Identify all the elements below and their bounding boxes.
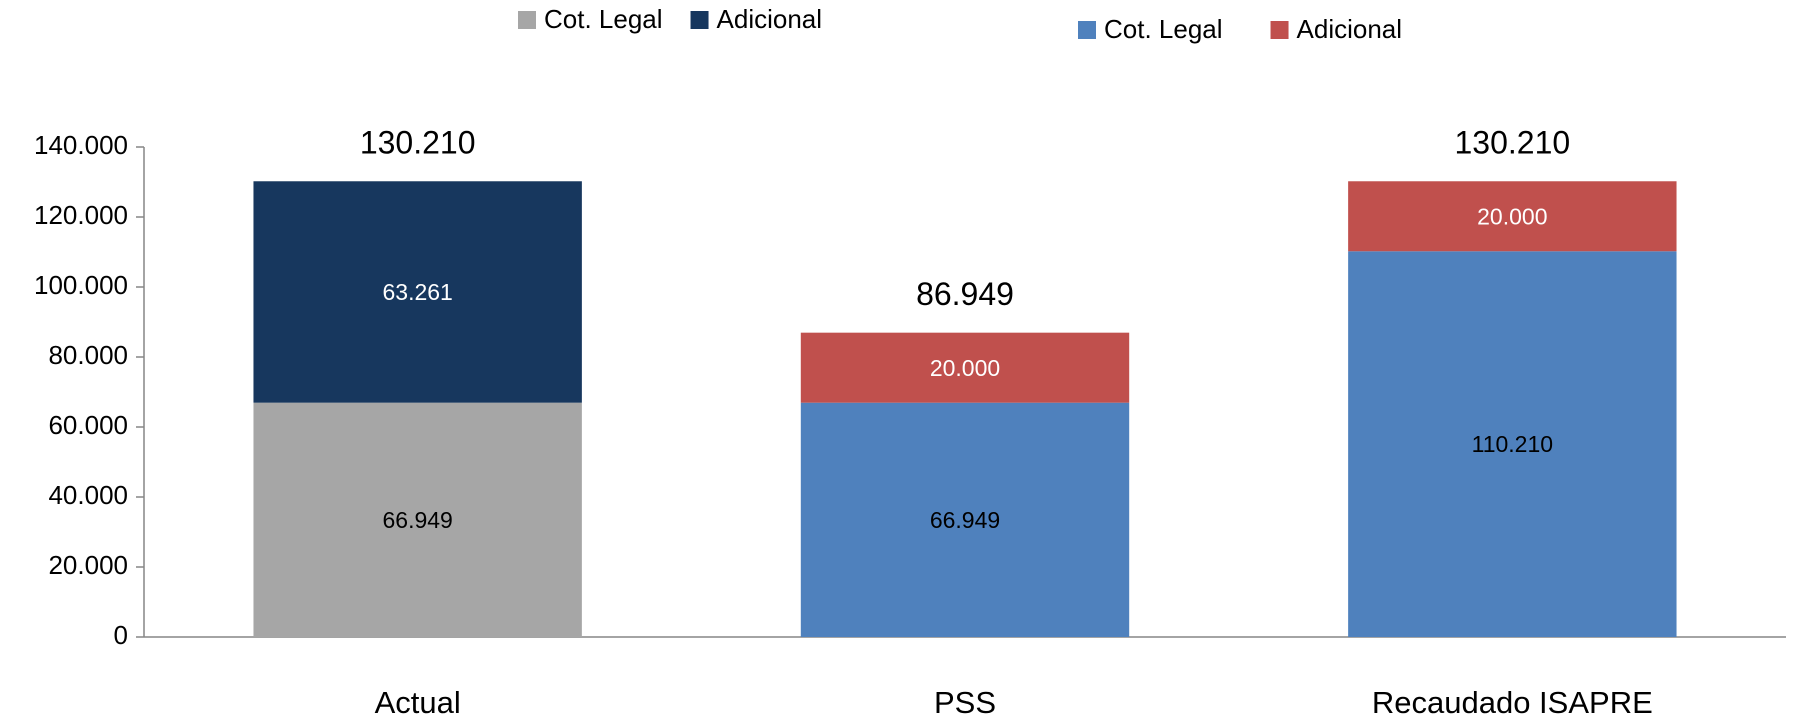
value-label: 20.000 (1477, 203, 1547, 229)
legend-swatch (518, 11, 536, 29)
y-tick-label: 40.000 (48, 480, 128, 510)
legend-label: Adicional (1297, 14, 1403, 44)
bar-segment (1348, 181, 1677, 252)
total-label: 130.210 (1454, 125, 1570, 161)
bar-segment (800, 402, 1130, 637)
y-tick-label: 120.000 (34, 200, 128, 230)
x-tick-label: PSS (934, 685, 996, 720)
y-tick-label: 100.000 (34, 270, 128, 300)
value-label: 20.000 (930, 355, 1000, 381)
bar-segment (1348, 251, 1677, 637)
bar-segment (253, 181, 582, 403)
y-tick-label: 60.000 (48, 410, 128, 440)
value-label: 63.261 (382, 279, 452, 305)
legend-swatch (690, 11, 709, 29)
bar-segment (800, 332, 1130, 403)
x-tick-label: Recaudado ISAPRE (1372, 685, 1653, 720)
value-label: 110.210 (1472, 431, 1553, 457)
legend-label: Cot. Legal (1104, 14, 1223, 44)
y-tick-label: 140.000 (34, 130, 128, 160)
y-tick-label: 80.000 (48, 340, 128, 370)
total-label: 130.210 (360, 125, 476, 161)
value-label: 66.949 (382, 507, 452, 533)
y-tick-label: 20.000 (48, 550, 128, 580)
x-tick-label: Actual (375, 685, 461, 720)
legend-label: Adicional (717, 4, 823, 34)
legend-label: Cot. Legal (544, 4, 663, 34)
legend-swatch (1078, 21, 1096, 39)
value-label: 66.949 (930, 507, 1000, 533)
bar-segment (253, 402, 582, 637)
legend-swatch (1270, 21, 1289, 39)
total-label: 86.949 (916, 276, 1014, 312)
y-tick-label: 0 (114, 620, 128, 650)
